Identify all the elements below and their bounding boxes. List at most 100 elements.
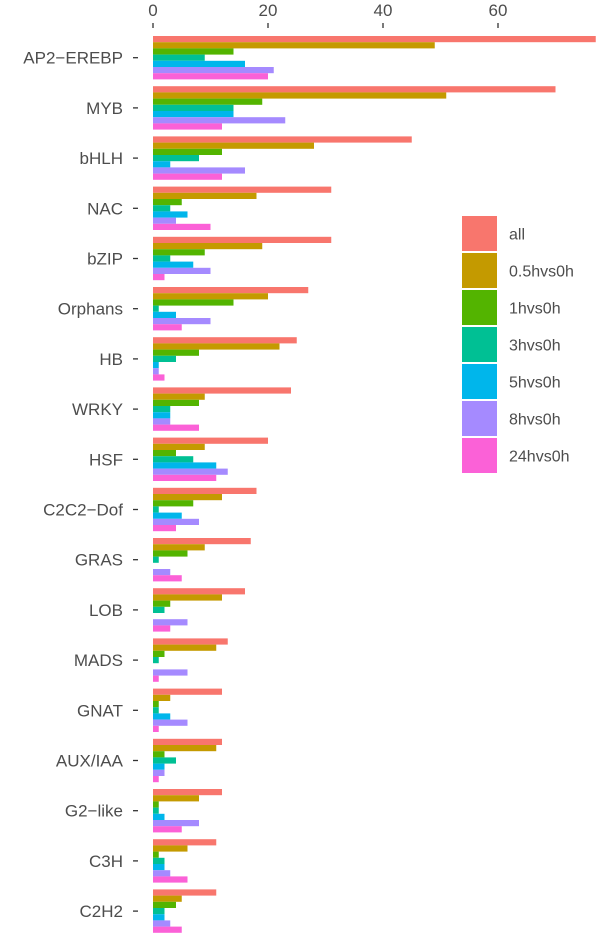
bar (153, 443, 205, 450)
bar (153, 343, 280, 350)
bar (153, 406, 171, 413)
bar (153, 789, 222, 796)
bar (153, 569, 171, 576)
bar (153, 36, 596, 43)
legend-key (462, 438, 497, 473)
bar (153, 456, 194, 463)
bar (153, 148, 222, 155)
bar (153, 619, 188, 626)
bar (153, 468, 228, 475)
bar (153, 638, 228, 645)
bar (153, 123, 222, 130)
bar (153, 311, 176, 318)
bar (153, 42, 435, 49)
bar (153, 387, 291, 394)
bar (153, 374, 165, 381)
bar (153, 355, 176, 362)
bar (153, 399, 199, 406)
y-tick-label: LOB (89, 601, 123, 620)
bar (153, 255, 171, 262)
legend-label: 5hvs0h (509, 375, 561, 392)
bar (153, 186, 332, 193)
bar (153, 864, 165, 871)
bar (153, 544, 205, 551)
bar (153, 418, 171, 425)
legend-label: 0.5hvs0h (509, 264, 574, 281)
bar (153, 719, 188, 726)
bar (153, 926, 182, 933)
bar (153, 161, 171, 168)
y-tick-label: WRKY (72, 400, 123, 419)
bar (153, 650, 165, 657)
bar (153, 337, 297, 344)
y-tick-label: MADS (74, 651, 123, 670)
y-tick-label: MYB (86, 99, 123, 118)
legend-label: 1hvs0h (509, 301, 561, 318)
bar (153, 776, 159, 783)
bar (153, 173, 222, 180)
bar (153, 538, 251, 545)
bar (153, 293, 268, 300)
bar (153, 494, 222, 501)
bar (153, 261, 194, 268)
bar (153, 500, 194, 507)
bar (153, 751, 165, 758)
bar (153, 895, 182, 902)
bar (153, 243, 263, 250)
bar (153, 889, 217, 896)
bar (153, 287, 309, 294)
y-tick-label: GNAT (77, 701, 123, 720)
x-tick-label: 20 (259, 1, 278, 20)
bar (153, 763, 165, 770)
bar (153, 575, 182, 582)
bar (153, 98, 263, 105)
bar (153, 745, 217, 752)
y-tick-label: G2−like (65, 802, 123, 821)
legend-label: 8hvs0h (509, 412, 561, 429)
bar (153, 318, 211, 325)
x-tick-label: 60 (489, 1, 508, 20)
bar (153, 67, 274, 74)
legend-key (462, 216, 497, 251)
legend-label: all (509, 227, 525, 244)
bar (153, 725, 159, 732)
y-tick-label: bZIP (87, 250, 123, 269)
x-tick-label: 0 (148, 1, 157, 20)
bar (153, 474, 217, 481)
bar (153, 111, 234, 118)
bar (153, 870, 171, 877)
legend-key (462, 401, 497, 436)
bar (153, 518, 199, 525)
bar (153, 550, 188, 557)
y-tick-label: C2C2−Dof (43, 501, 123, 520)
bar (153, 669, 188, 676)
bar (153, 845, 188, 852)
bar (153, 117, 286, 124)
bar (153, 192, 257, 199)
bar (153, 606, 165, 613)
y-tick-label: HB (99, 350, 123, 369)
bar (153, 556, 159, 563)
bar (153, 707, 159, 714)
y-tick-label: C2H2 (80, 902, 123, 921)
y-tick-label: GRAS (75, 551, 123, 570)
bar (153, 701, 159, 708)
bar (153, 324, 182, 331)
bar (153, 820, 199, 827)
bar (153, 920, 171, 927)
bar (153, 839, 217, 846)
bar (153, 795, 199, 802)
bar (153, 525, 176, 532)
y-tick-label: C3H (89, 852, 123, 871)
y-tick-label: AP2−EREBP (23, 49, 123, 68)
bar (153, 657, 159, 664)
bar (153, 305, 159, 312)
bar (153, 487, 257, 494)
legend-key (462, 253, 497, 288)
bar (153, 217, 176, 224)
bar (153, 462, 217, 469)
bar (153, 60, 245, 67)
bar (153, 267, 211, 274)
bar (153, 104, 234, 111)
